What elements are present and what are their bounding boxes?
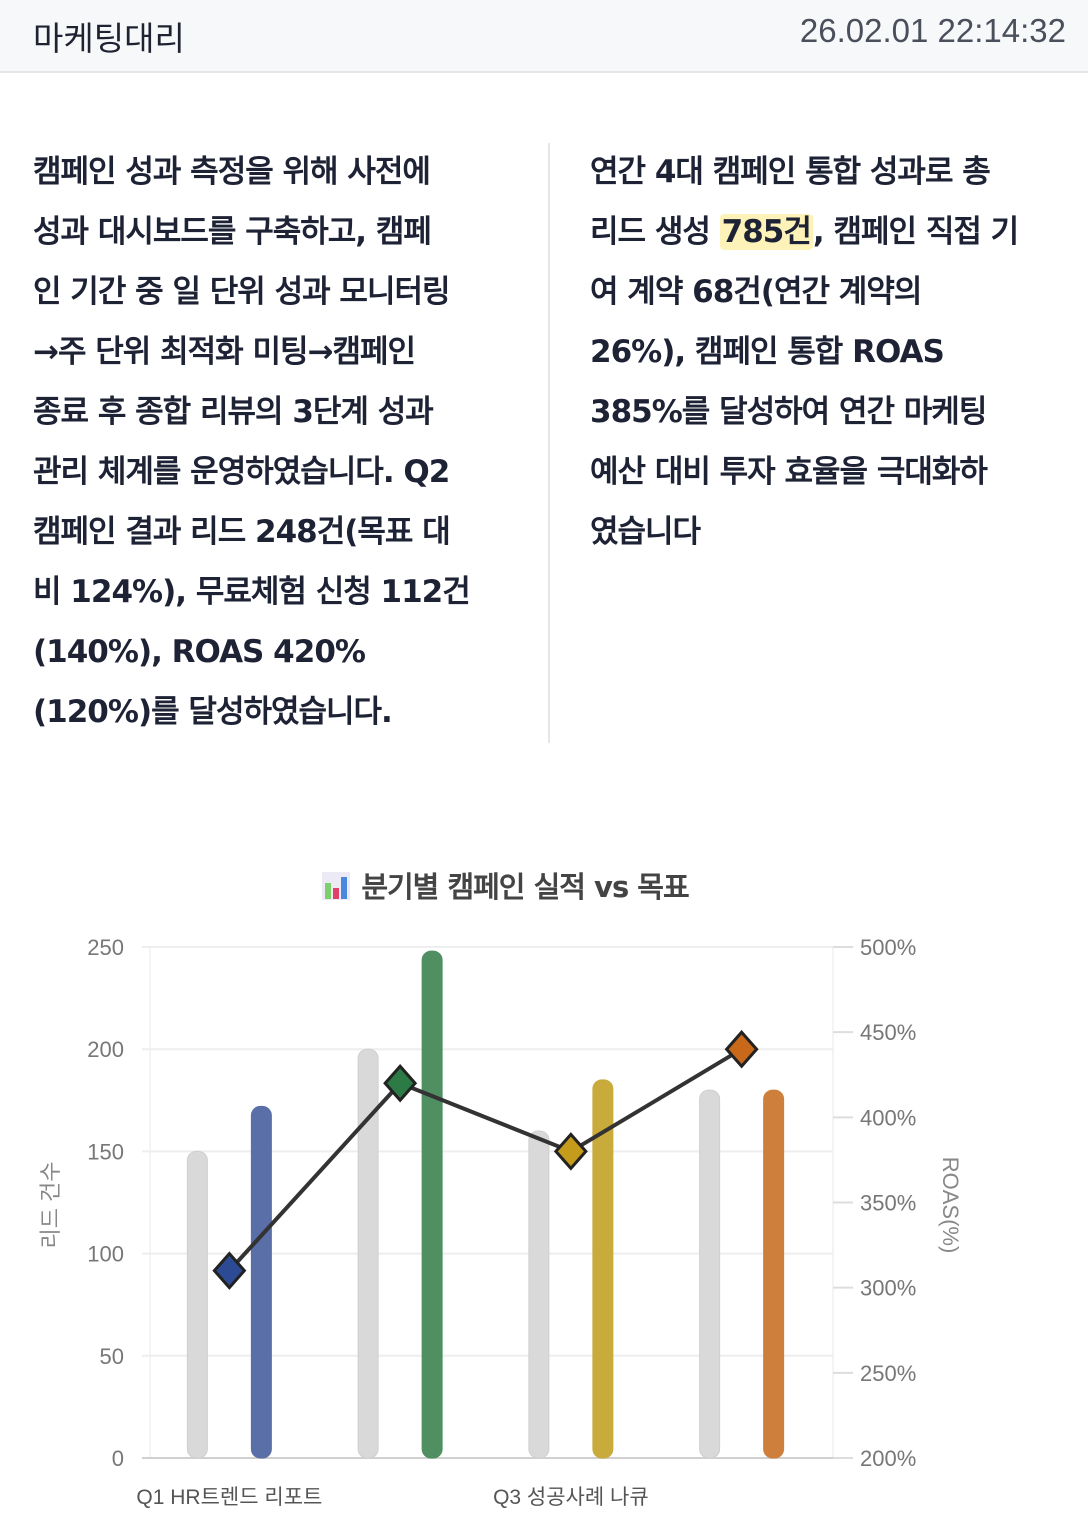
- y-tick-label: 150: [87, 1139, 124, 1164]
- y-axis-label: 리드 건수: [38, 1161, 63, 1248]
- roas-marker: [212, 1251, 247, 1290]
- y2-tick-label: 250%: [860, 1361, 916, 1386]
- target-bar: [186, 1150, 208, 1459]
- text-line: (120%)를 달성하였습니다.: [33, 694, 393, 730]
- actual-bar: [592, 1079, 614, 1459]
- y2-tick-label: 500%: [860, 935, 916, 960]
- target-bar: [699, 1089, 721, 1459]
- actual-bar: [250, 1105, 272, 1459]
- y2-tick-label: 350%: [860, 1191, 916, 1216]
- text-line: 리드 생성 785건, 캠페인 직접 기: [590, 202, 1070, 262]
- y2-tick-label: 450%: [860, 1020, 916, 1045]
- chart-title-text: 분기별 캠페인 실적 vs 목표: [361, 870, 689, 904]
- y-tick-label: 0: [112, 1446, 124, 1471]
- text-line: 관리 체계를 운영하였습니다. Q2: [33, 454, 450, 490]
- x-tick-label: Q3 성공사례 나큐: [493, 1486, 649, 1509]
- actual-bar: [763, 1089, 785, 1459]
- text-line: 성과 대시보드를 구축하고, 캠페: [33, 214, 432, 250]
- chart-title: 분기별 캠페인 실적 vs 목표: [0, 864, 1010, 906]
- text-line: (140%), ROAS 420%: [33, 634, 366, 670]
- y2-axis-label: ROAS(%): [938, 1157, 963, 1254]
- y-tick-label: 250: [87, 935, 124, 960]
- header-bar: 마케팅대리 26.02.01 22:14:32: [0, 0, 1088, 73]
- right-text-column: 연간 4대 캠페인 통합 성과로 총 리드 생성 785건, 캠페인 직접 기 …: [590, 142, 1070, 562]
- text-line: 여 계약 68건(연간 계약의: [590, 274, 922, 310]
- bar-chart-icon: [322, 872, 351, 900]
- target-bar: [528, 1130, 550, 1459]
- actual-bar: [421, 950, 443, 1459]
- text-line: 예산 대비 투자 효율을 극대화하: [590, 454, 988, 490]
- text-segment: , 캠페인 직접 기: [812, 214, 1019, 250]
- target-bar: [357, 1048, 379, 1459]
- text-line: 였습니다: [590, 514, 701, 550]
- text-line: 연간 4대 캠페인 통합 성과로 총: [590, 154, 991, 190]
- header-title: 마케팅대리: [33, 19, 185, 58]
- y-tick-label: 50: [100, 1344, 124, 1369]
- text-line: 인 기간 중 일 단위 성과 모니터링: [33, 274, 451, 310]
- header-timestamp: 26.02.01 22:14:32: [799, 12, 1066, 49]
- text-line: →주 단위 최적화 미팅→캠페인: [33, 334, 416, 370]
- text-line: 캠페인 성과 측정을 위해 사전에: [33, 154, 431, 190]
- text-line: 26%), 캠페인 통합 ROAS: [590, 334, 945, 370]
- text-line: 비 124%), 무료체험 신청 112건: [33, 574, 471, 610]
- y-tick-label: 100: [87, 1242, 124, 1267]
- roas-line: [227, 1047, 743, 1272]
- text-line: 캠페인 결과 리드 248건(목표 대: [33, 514, 451, 550]
- column-divider: [548, 143, 550, 743]
- text-line: 종료 후 종합 리뷰의 3단계 성과: [33, 394, 434, 430]
- roas-marker: [383, 1063, 418, 1103]
- roas-marker: [553, 1132, 588, 1171]
- y2-tick-label: 300%: [860, 1276, 916, 1301]
- text-line: 385%를 달성하여 연간 마케팅: [590, 394, 987, 430]
- highlighted-figure: 785건: [719, 214, 813, 250]
- y2-tick-label: 400%: [860, 1105, 916, 1130]
- roas-marker: [724, 1029, 759, 1069]
- text-segment: 리드 생성: [590, 214, 720, 250]
- y2-tick-label: 200%: [860, 1446, 916, 1471]
- x-tick-label: Q1 HR트렌드 리포트: [136, 1486, 322, 1509]
- y-tick-label: 200: [87, 1037, 124, 1062]
